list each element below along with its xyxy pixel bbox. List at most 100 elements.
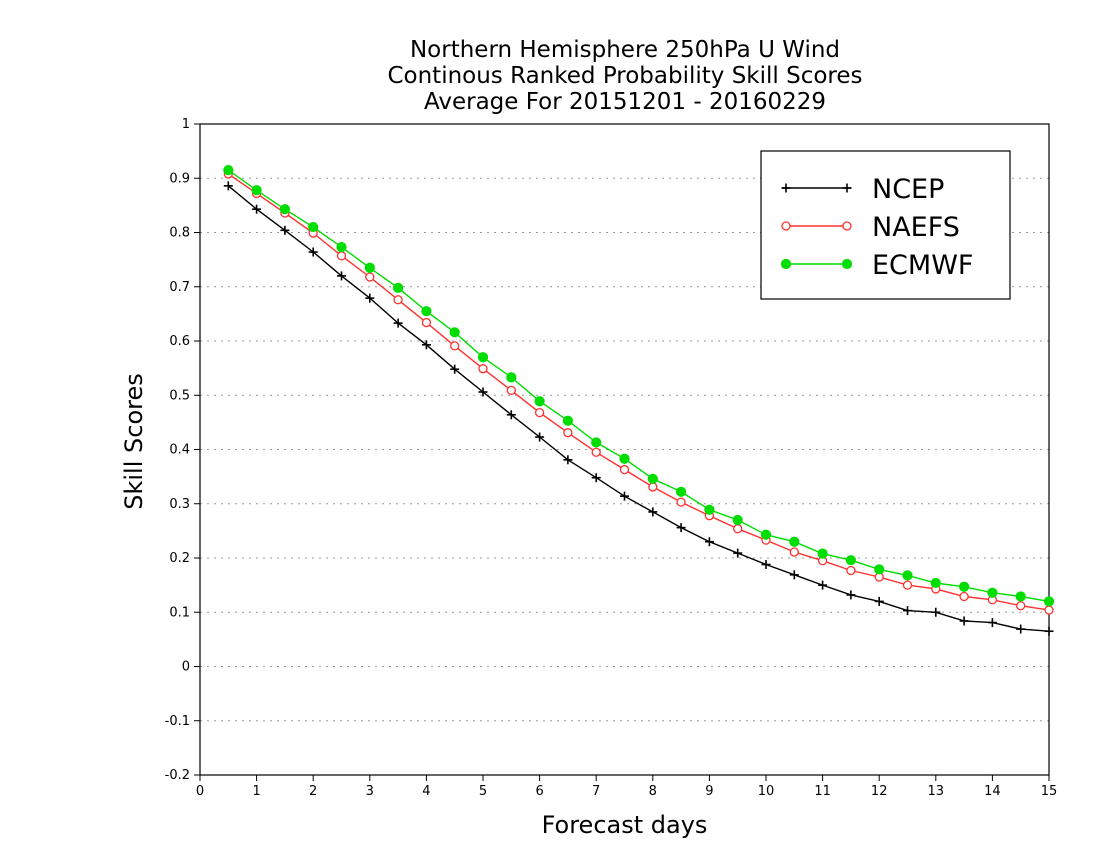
data-point-ecmwf <box>421 306 432 317</box>
data-point-ncep <box>308 247 318 257</box>
data-point-ncep <box>648 507 658 517</box>
x-tick-label: 7 <box>592 784 600 799</box>
data-point-ncep <box>704 537 714 547</box>
data-point-ncep <box>252 204 262 214</box>
data-point-ncep <box>846 590 856 600</box>
data-point-ncep <box>676 523 686 533</box>
data-point-ncep <box>563 455 573 465</box>
data-point-ncep <box>506 410 516 420</box>
legend-label-ncep: NCEP <box>872 174 944 205</box>
data-point-naefs <box>648 482 658 492</box>
chart-title-line-2: Continous Ranked Probability Skill Score… <box>387 63 863 89</box>
data-point-ecmwf <box>845 555 857 566</box>
x-tick-label: 3 <box>366 784 374 799</box>
data-point-naefs <box>421 317 432 328</box>
data-point-naefs <box>733 524 743 534</box>
data-point-ecmwf <box>336 242 347 253</box>
chart-title-line-3: Average For 20151201 - 20160229 <box>423 89 827 115</box>
data-point-ecmwf <box>874 564 885 575</box>
series-ecmwf <box>223 165 1055 607</box>
data-point-naefs <box>336 251 347 261</box>
series-layer <box>223 165 1055 636</box>
data-point-naefs <box>506 385 516 396</box>
data-point-ecmwf <box>704 504 715 515</box>
data-point-ncep <box>450 364 460 374</box>
data-point-naefs <box>902 580 913 590</box>
data-point-ecmwf <box>1015 591 1026 602</box>
data-point-ecmwf <box>619 453 630 464</box>
x-axis-title: Forecast days <box>542 811 708 839</box>
legend-marker-ncep <box>781 183 791 193</box>
legend-marker-naefs <box>781 221 791 231</box>
y-tick-label: 0.3 <box>169 497 190 512</box>
y-tick-label: 0.8 <box>169 226 190 241</box>
x-tick-label: 14 <box>984 784 1001 799</box>
data-point-naefs <box>450 341 460 351</box>
y-axis-title: Skill Scores <box>120 373 148 510</box>
data-point-naefs <box>393 295 403 305</box>
y-tick-label: 0.1 <box>169 605 190 620</box>
data-point-ecmwf <box>959 581 970 592</box>
data-point-naefs <box>676 497 686 507</box>
x-tick-label: 11 <box>814 784 831 799</box>
data-point-naefs <box>534 407 545 418</box>
x-tick-label: 5 <box>479 784 487 799</box>
data-point-ecmwf <box>477 352 489 363</box>
legend-box <box>760 150 1011 300</box>
legend-marker-ecmwf <box>780 258 792 270</box>
y-tick-label: 0.9 <box>169 171 190 186</box>
x-tick-label: 12 <box>871 784 888 799</box>
data-point-ecmwf <box>987 587 998 598</box>
data-point-ncep <box>818 580 828 590</box>
data-point-naefs <box>1044 605 1054 615</box>
data-point-ecmwf <box>1043 596 1055 607</box>
data-point-ncep <box>535 432 545 442</box>
data-point-ecmwf <box>732 514 743 526</box>
legend-items: NCEP NAEFS ECMWF <box>780 174 973 281</box>
data-point-naefs <box>846 565 856 576</box>
data-point-naefs <box>591 447 601 457</box>
data-point-ncep <box>393 318 403 328</box>
legend-item-ecmwf: ECMWF <box>780 250 973 281</box>
data-point-ecmwf <box>223 165 234 176</box>
y-tick-label: -0.1 <box>165 714 190 729</box>
x-tick-label: 13 <box>928 784 945 799</box>
legend-label-ecmwf: ECMWF <box>872 250 973 281</box>
data-point-ecmwf <box>562 415 574 426</box>
data-point-ecmwf <box>251 185 262 196</box>
data-point-ncep <box>761 560 771 570</box>
data-point-ncep <box>959 616 969 626</box>
data-point-ecmwf <box>393 282 404 293</box>
data-point-naefs <box>959 591 969 602</box>
x-tick-label: 10 <box>758 784 775 799</box>
data-point-ncep <box>337 271 346 281</box>
data-point-ecmwf <box>449 327 460 338</box>
data-point-ecmwf <box>279 204 290 215</box>
legend-marker-naefs <box>842 221 852 231</box>
data-point-ecmwf <box>308 221 319 233</box>
data-point-ncep <box>733 548 743 558</box>
legend-item-naefs: NAEFS <box>781 212 960 243</box>
data-point-ncep <box>421 340 431 350</box>
x-tick-label: 15 <box>1041 784 1058 799</box>
data-point-ncep <box>280 225 290 235</box>
data-point-ecmwf <box>760 529 772 540</box>
data-point-ncep <box>365 293 375 303</box>
x-tick-label: 0 <box>196 784 204 799</box>
data-point-ncep <box>1044 626 1054 636</box>
data-point-ecmwf <box>591 437 602 448</box>
data-point-ncep <box>1016 624 1026 634</box>
data-point-ecmwf <box>817 548 828 559</box>
data-point-ecmwf <box>676 486 687 497</box>
y-tick-label: 0.5 <box>169 388 190 403</box>
data-point-ncep <box>987 618 997 628</box>
x-tick-label: 4 <box>422 784 430 799</box>
y-tick-label: 0.6 <box>169 334 190 349</box>
data-point-ncep <box>591 473 601 483</box>
data-point-naefs <box>478 364 488 374</box>
y-tick-label: 0 <box>182 660 190 675</box>
x-tick-label: 6 <box>535 784 543 799</box>
data-point-ecmwf <box>364 262 375 273</box>
legend-marker-ncep <box>842 183 852 193</box>
data-point-naefs <box>563 428 573 438</box>
